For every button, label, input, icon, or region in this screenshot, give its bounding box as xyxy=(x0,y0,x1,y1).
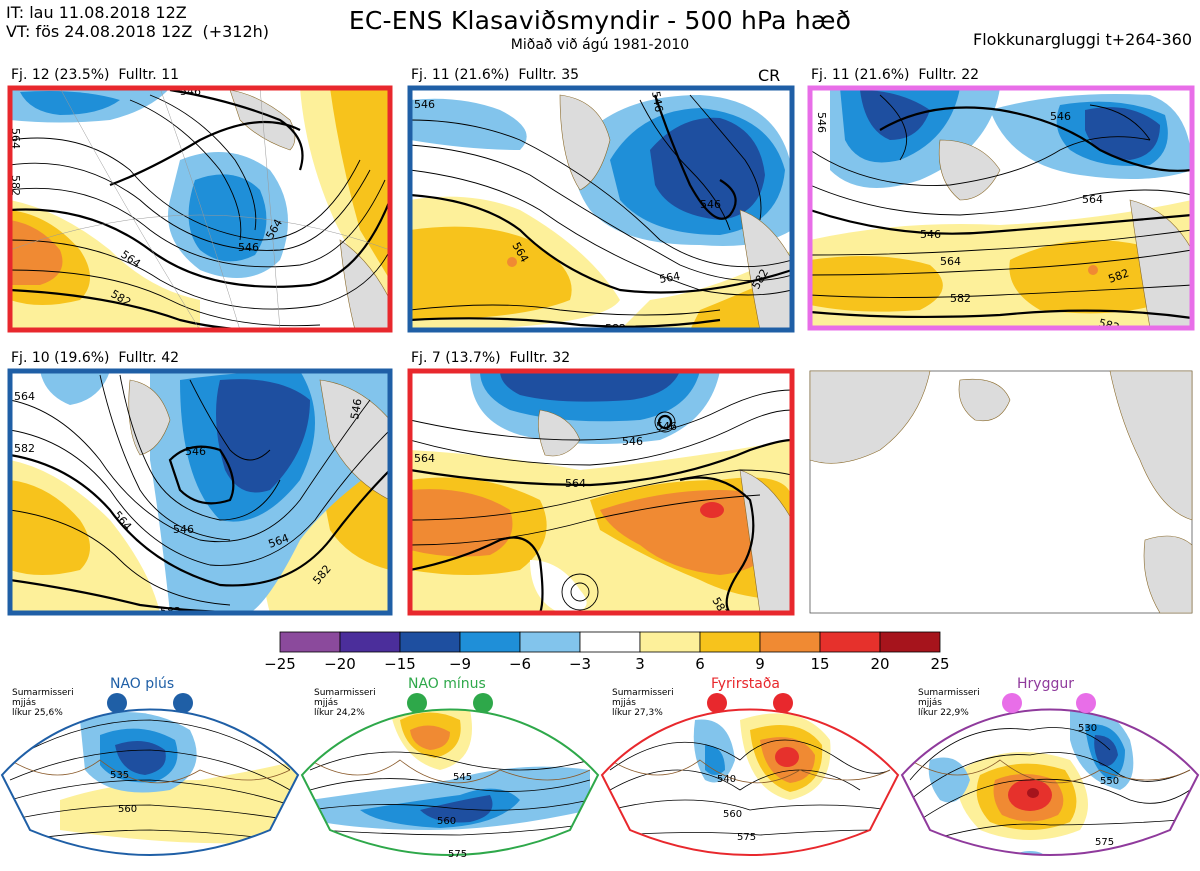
svg-text:545: 545 xyxy=(453,772,472,783)
svg-text:546: 546 xyxy=(180,85,201,98)
svg-text:575: 575 xyxy=(737,832,756,843)
regime-2-title: NAO mínus xyxy=(408,676,486,692)
svg-text:575: 575 xyxy=(448,849,467,860)
svg-text:535: 535 xyxy=(110,770,129,781)
svg-text:564: 564 xyxy=(1082,193,1103,206)
panel-5-label: Fj. 7 (13.7%) Fulltr. 32 xyxy=(411,350,571,366)
panel-1-frame xyxy=(7,85,393,333)
panel-2-cr-marker: CR xyxy=(758,66,781,85)
panel-1-label: Fj. 12 (23.5%) Fulltr. 11 xyxy=(11,67,180,83)
colorbar-swatch xyxy=(459,631,521,653)
colorbar-tick-label: 15 xyxy=(810,655,830,673)
svg-text:564: 564 xyxy=(565,477,586,490)
svg-text:564: 564 xyxy=(14,390,35,403)
svg-text:546: 546 xyxy=(700,198,721,211)
colorbar-tick-label: −6 xyxy=(508,655,532,673)
svg-text:546: 546 xyxy=(185,445,206,458)
colorbar-tick-label: −15 xyxy=(384,655,416,673)
svg-text:546: 546 xyxy=(414,98,435,111)
svg-text:546: 546 xyxy=(920,228,941,241)
colorbar-tick-label: 9 xyxy=(755,655,765,673)
panel-3-frame xyxy=(807,85,1195,331)
svg-text:582: 582 xyxy=(14,442,35,455)
panel-4-label: Fj. 10 (19.6%) Fulltr. 42 xyxy=(11,350,180,366)
regime-3-title: Fyrirstaða xyxy=(711,676,780,692)
colorbar-tick-label: 6 xyxy=(695,655,705,673)
svg-text:582: 582 xyxy=(605,322,626,335)
colorbar-swatch xyxy=(699,631,761,653)
colorbar-tick-label: −3 xyxy=(568,655,592,673)
regime-4-title: Hryggur xyxy=(1017,676,1074,692)
panel-5-frame xyxy=(407,368,795,616)
regime-4-note: Sumarmisseri mjjás líkur 22,9% xyxy=(918,688,980,718)
svg-text:546: 546 xyxy=(1050,110,1071,123)
panel-2-frame xyxy=(407,85,795,333)
svg-text:564: 564 xyxy=(658,270,681,286)
panel-3-map: 546 546 564 564 546 582 582 582 xyxy=(810,88,1192,334)
svg-text:546: 546 xyxy=(649,90,665,113)
svg-text:564: 564 xyxy=(940,255,961,268)
panel-1-contour-label: 546 xyxy=(238,241,259,254)
colorbar-swatch xyxy=(339,631,401,653)
panel-3-label: Fj. 11 (21.6%) Fulltr. 22 xyxy=(811,67,980,83)
svg-text:546: 546 xyxy=(622,435,643,448)
svg-text:582: 582 xyxy=(9,175,22,196)
svg-text:582: 582 xyxy=(1097,316,1121,334)
svg-text:530: 530 xyxy=(1078,723,1097,734)
svg-text:564: 564 xyxy=(414,452,435,465)
regime-1-note: Sumarmisseri mjjás líkur 25,6% xyxy=(12,688,74,718)
panel-5-map: 564 546 546 564 582 xyxy=(410,371,792,613)
svg-text:546: 546 xyxy=(815,112,828,133)
colorbar-tick-label: 3 xyxy=(635,655,645,673)
colorbar-swatch xyxy=(279,631,341,653)
svg-text:546: 546 xyxy=(348,398,364,421)
colorbar-tick-label: 20 xyxy=(870,655,890,673)
page-title: EC-ENS Klasaviðsmyndir - 500 hPa hæð xyxy=(348,6,852,35)
panel-4-frame xyxy=(7,368,393,616)
regime-3-note: Sumarmisseri mjjás líkur 27,3% xyxy=(612,688,674,718)
colorbar-tick-label: −20 xyxy=(324,655,356,673)
colorbar xyxy=(279,631,941,653)
svg-text:560: 560 xyxy=(723,809,742,820)
svg-text:546: 546 xyxy=(656,420,677,433)
regime-2-note: Sumarmisseri mjjás líkur 24,2% xyxy=(314,688,376,718)
valid-time: VT: fös 24.08.2018 12Z (+312h) xyxy=(6,22,270,41)
colorbar-tick-label: 25 xyxy=(930,655,950,673)
regime-1-title: NAO plús xyxy=(110,676,175,692)
colorbar-tick-label: −9 xyxy=(448,655,472,673)
svg-text:560: 560 xyxy=(437,816,456,827)
svg-text:575: 575 xyxy=(1095,837,1114,848)
init-time: IT: lau 11.08.2018 12Z xyxy=(6,3,187,22)
svg-text:582: 582 xyxy=(160,605,181,618)
colorbar-tick-label: −25 xyxy=(264,655,296,673)
panel-2-label: Fj. 11 (21.6%) Fulltr. 35 xyxy=(411,67,580,83)
panel-6-map xyxy=(809,370,1193,614)
classification-window: Flokkunargluggi t+264-360 xyxy=(973,30,1192,49)
svg-text:564: 564 xyxy=(9,128,22,149)
colorbar-swatch xyxy=(519,631,581,653)
colorbar-swatch xyxy=(399,631,461,653)
colorbar-swatch xyxy=(759,631,821,653)
panel-1-map: 546 564 564 582 582 546 564 xyxy=(9,85,390,330)
colorbar-swatch xyxy=(819,631,881,653)
svg-text:546: 546 xyxy=(173,523,194,536)
svg-text:560: 560 xyxy=(118,804,137,815)
colorbar-swatch xyxy=(639,631,701,653)
panel-2-map: 546 546 546 564 564 582 582 xyxy=(410,88,792,335)
svg-text:550: 550 xyxy=(1100,776,1119,787)
svg-text:540: 540 xyxy=(717,774,736,785)
panel-4-map: 564 582 546 546 546 564 564 582 582 xyxy=(10,371,390,618)
colorbar-swatch xyxy=(579,631,641,653)
page-subtitle: Miðað við ágú 1981-2010 xyxy=(510,37,690,53)
colorbar-swatch xyxy=(879,631,941,653)
svg-text:582: 582 xyxy=(950,292,971,305)
